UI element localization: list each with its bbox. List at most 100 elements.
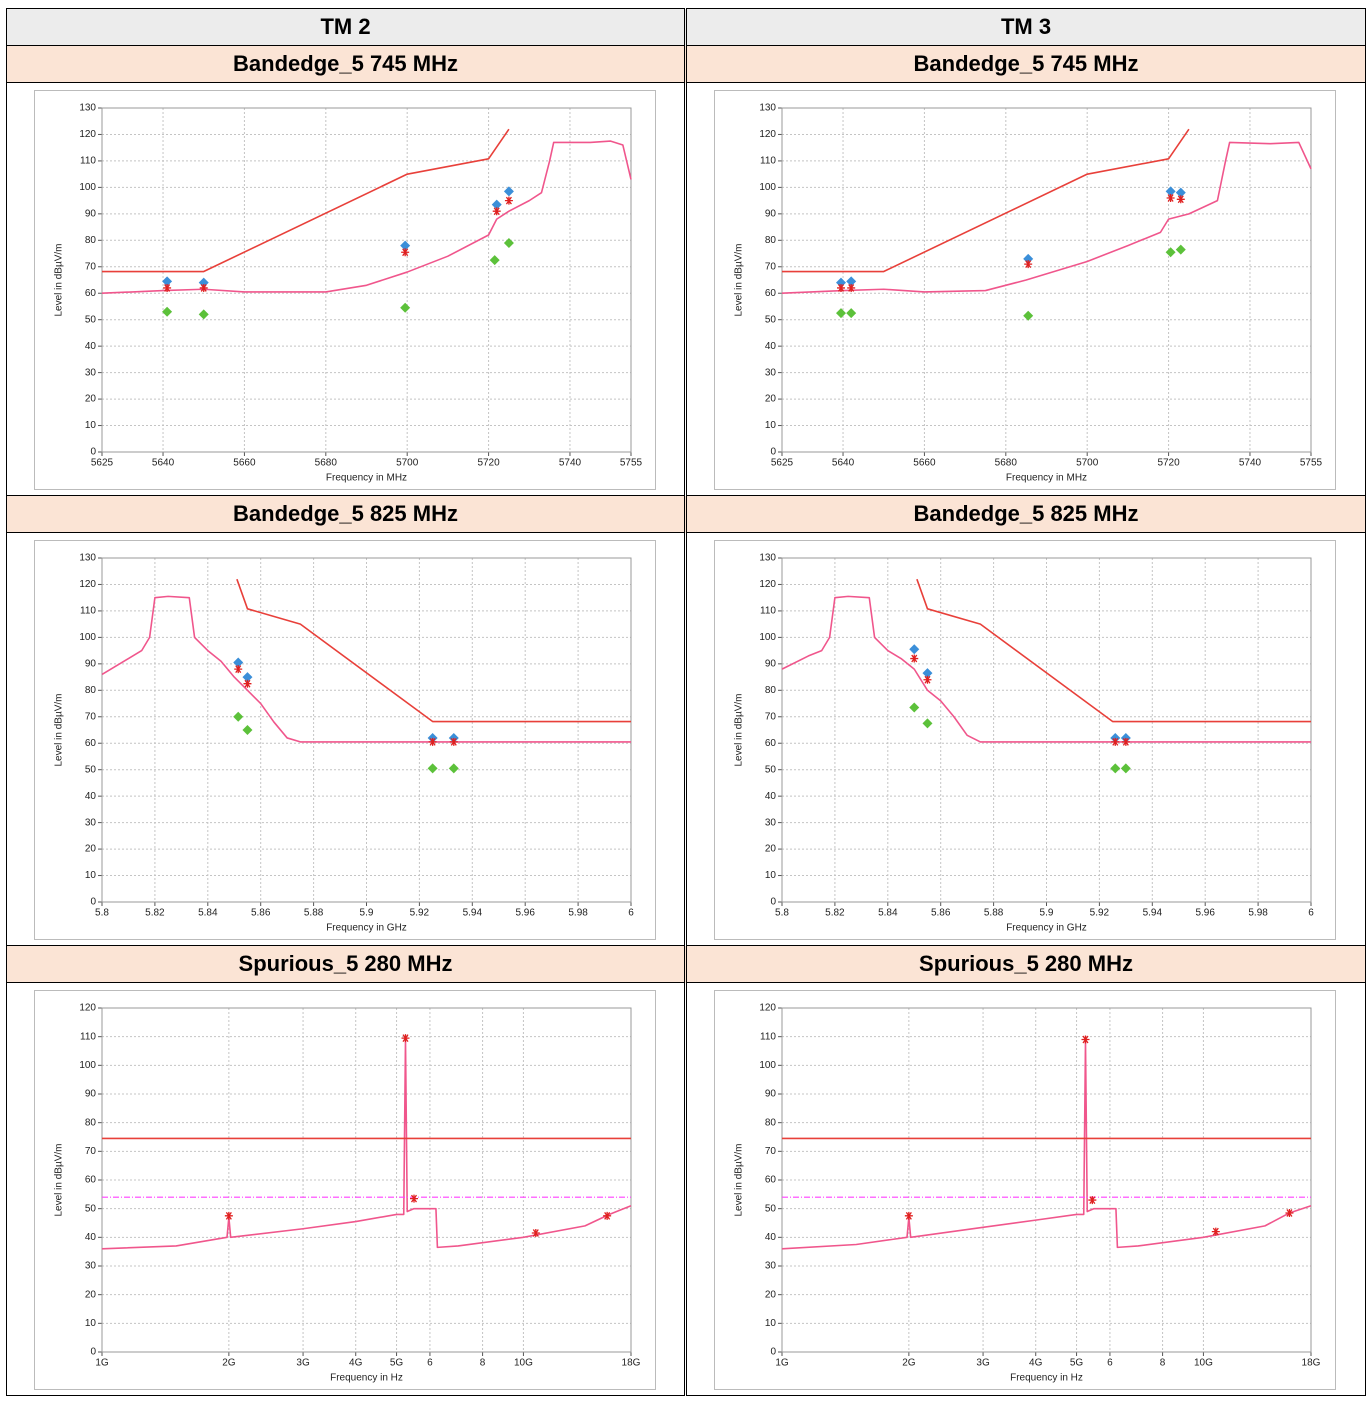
x-tick-label: 18G — [1302, 1358, 1321, 1369]
x-tick-label: 5.96 — [515, 908, 535, 919]
section-title: Bandedge_5 745 MHz — [685, 45, 1366, 83]
trace-line — [102, 128, 510, 273]
x-axis-label: Frequency in GHz — [326, 923, 407, 934]
y-tick-label: 80 — [85, 235, 97, 246]
header-row: TM 2 TM 3 — [6, 8, 1366, 46]
x-tick-label: 3G — [976, 1358, 990, 1369]
diamond-marker — [1120, 763, 1131, 774]
chart: 0 10 20 30 40 50 60 70 80 90 100 110 120 1G 2G 3G 4G 5G 6 8… — [54, 1003, 641, 1384]
y-axis-label: Level in dBµV/m — [734, 1143, 745, 1216]
chart-box: 0 10 20 30 40 50 60 70 80 90 100 110 120 130 5625 5640 5… — [34, 90, 656, 490]
y-tick-label: 30 — [765, 367, 777, 378]
y-tick-label: 0 — [770, 897, 776, 908]
trace-line — [101, 595, 631, 743]
y-tick-label: 0 — [770, 1347, 776, 1358]
x-tick-label: 2G — [902, 1358, 916, 1369]
x-tick-label: 3G — [296, 1358, 310, 1369]
y-tick-label: 80 — [85, 1117, 97, 1128]
y-tick-label: 130 — [759, 553, 776, 564]
x-axis-label: Frequency in Hz — [330, 1373, 403, 1384]
x-tick-label: 5680 — [995, 458, 1018, 469]
diamond-marker — [162, 306, 173, 317]
trace-line — [236, 578, 631, 723]
x-tick-label: 8 — [480, 1358, 486, 1369]
y-tick-label: 10 — [85, 420, 97, 431]
x-axis-label: Frequency in MHz — [326, 473, 407, 484]
star-marker — [492, 207, 501, 216]
y-tick-label: 30 — [765, 1261, 777, 1272]
x-tick-label: 5.88 — [984, 908, 1004, 919]
y-tick-label: 0 — [90, 1347, 96, 1358]
y-tick-label: 20 — [765, 1289, 777, 1300]
chart: 0 10 20 30 40 50 60 70 80 90 100 110 120 1G 2G 3G 4G 5G 6 8… — [734, 1003, 1321, 1384]
plot-frame — [781, 1007, 1312, 1353]
star-marker — [199, 283, 208, 292]
star-marker — [603, 1211, 612, 1220]
star-marker — [1176, 195, 1185, 204]
y-tick-label: 60 — [85, 288, 97, 299]
y-tick-label: 100 — [79, 182, 96, 193]
y-tick-label: 120 — [759, 1003, 776, 1014]
x-tick-label: 6 — [427, 1358, 433, 1369]
y-tick-label: 0 — [770, 447, 776, 458]
star-marker — [1081, 1035, 1090, 1044]
diamond-marker — [836, 308, 847, 319]
x-tick-label: 8 — [1160, 1358, 1166, 1369]
x-tick-label: 1G — [775, 1358, 789, 1369]
x-tick-label: 5740 — [1239, 458, 1262, 469]
y-tick-label: 30 — [85, 1261, 97, 1272]
y-tick-label: 90 — [85, 1089, 97, 1100]
diamond-marker — [1165, 186, 1176, 197]
y-tick-label: 20 — [765, 844, 777, 855]
x-tick-label: 10G — [514, 1358, 533, 1369]
y-axis-label: Level in dBµV/m — [734, 693, 745, 766]
section-title: Spurious_5 280 MHz — [685, 945, 1366, 983]
y-tick-label: 120 — [759, 579, 776, 590]
trace-line — [781, 141, 1312, 295]
diamond-marker — [909, 702, 920, 713]
star-marker — [449, 737, 458, 746]
x-tick-label: 5680 — [315, 458, 338, 469]
diamond-marker — [503, 186, 514, 197]
x-tick-label: 5625 — [91, 458, 114, 469]
y-tick-label: 90 — [765, 1089, 777, 1100]
chart-cell: 0 10 20 30 40 50 60 70 80 90 100 110 120 130 5.8 5.82 5.… — [685, 532, 1366, 946]
star-marker — [1166, 193, 1175, 202]
diamond-marker — [162, 276, 173, 287]
y-tick-label: 80 — [765, 685, 777, 696]
y-tick-label: 50 — [85, 764, 97, 775]
x-tick-label: 4G — [349, 1358, 363, 1369]
y-tick-label: 110 — [80, 1031, 96, 1042]
section-title: Spurious_5 280 MHz — [6, 945, 687, 983]
y-tick-label: 30 — [85, 817, 97, 828]
y-tick-label: 40 — [765, 1232, 777, 1243]
y-tick-label: 60 — [85, 1175, 97, 1186]
y-tick-label: 50 — [85, 1203, 97, 1214]
y-tick-label: 80 — [765, 235, 777, 246]
star-marker — [1211, 1227, 1220, 1236]
x-tick-label: 5.82 — [145, 908, 165, 919]
x-tick-label: 18G — [622, 1358, 641, 1369]
y-tick-label: 60 — [765, 288, 777, 299]
header-cell: TM 3 — [685, 8, 1366, 46]
y-tick-label: 120 — [79, 579, 96, 590]
y-tick-label: 40 — [765, 341, 777, 352]
x-tick-label: 2G — [222, 1358, 236, 1369]
y-tick-label: 110 — [760, 1031, 776, 1042]
chart: 0 10 20 30 40 50 60 70 80 90 100 110 120 130 5625 5640 5… — [734, 103, 1323, 484]
x-tick-label: 5G — [390, 1358, 404, 1369]
section-title: Bandedge_5 825 MHz — [6, 495, 687, 533]
y-tick-label: 120 — [759, 129, 776, 140]
y-tick-label: 40 — [85, 1232, 97, 1243]
y-tick-label: 40 — [85, 791, 97, 802]
star-marker — [1024, 260, 1033, 269]
y-tick-label: 110 — [80, 606, 96, 617]
star-marker — [163, 283, 172, 292]
chart-box: 0 10 20 30 40 50 60 70 80 90 100 110 120 1G 2G 3G 4G 5G 6 8… — [714, 990, 1336, 1390]
y-tick-label: 90 — [765, 658, 777, 669]
y-tick-label: 130 — [79, 553, 96, 564]
x-axis-label: Frequency in MHz — [1006, 473, 1087, 484]
y-tick-label: 110 — [760, 156, 776, 167]
star-marker — [837, 283, 846, 292]
report-table: TM 2 TM 3 Bandedge_5 745 MHz Bandedge_5 74… — [6, 8, 1366, 1396]
